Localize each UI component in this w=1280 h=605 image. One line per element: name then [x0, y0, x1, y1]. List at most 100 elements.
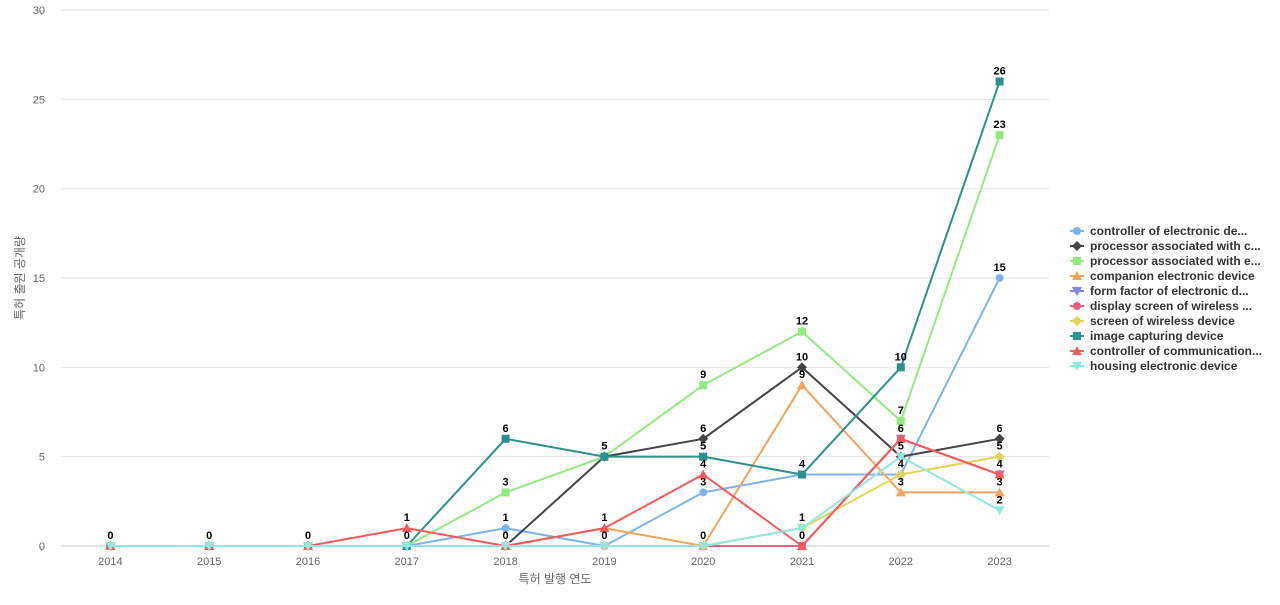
- y-tick-label: 30: [33, 5, 45, 17]
- legend-label: processor associated with e...: [1090, 254, 1261, 268]
- data-point: [995, 77, 1004, 86]
- data-point: [895, 433, 906, 443]
- y-tick-label: 5: [39, 452, 45, 464]
- series-group: [106, 131, 1004, 550]
- x-tick-label: 2014: [98, 556, 122, 568]
- data-label: 10: [796, 351, 808, 363]
- data-point: [896, 416, 905, 425]
- data-label: 0: [700, 530, 706, 542]
- data-point: [895, 469, 906, 480]
- x-axis-title: 특허 발행 연도: [519, 571, 592, 586]
- data-label: 0: [404, 530, 410, 542]
- data-point: [500, 542, 511, 551]
- x-tick-label: 2015: [197, 556, 221, 568]
- data-point: [204, 542, 215, 551]
- data-label: 10: [895, 351, 907, 363]
- legend-label: display screen of wireless ...: [1090, 299, 1252, 313]
- legend-item: companion electronic device: [1070, 269, 1255, 283]
- data-point: [501, 434, 510, 443]
- y-tick-label: 0: [39, 541, 45, 553]
- data-point: [401, 523, 412, 533]
- data-point: [303, 542, 313, 551]
- data-label: 4: [799, 459, 806, 471]
- y-tick-label: 15: [33, 273, 45, 285]
- data-point: [797, 524, 807, 534]
- data-point: [1073, 257, 1081, 265]
- legend-item: housing electronic device: [1070, 359, 1238, 373]
- data-label: 0: [503, 530, 509, 542]
- data-point: [1072, 316, 1082, 326]
- data-point: [1072, 346, 1082, 355]
- legend-label: screen of wireless device: [1090, 314, 1235, 328]
- data-label: 3: [700, 476, 706, 488]
- legend-item: display screen of wireless ...: [1070, 299, 1252, 313]
- legend-label: housing electronic device: [1090, 359, 1238, 373]
- data-label: 0: [799, 530, 805, 542]
- data-label: 2: [997, 494, 1003, 506]
- grid-layer: [61, 9, 1049, 547]
- data-point: [699, 381, 708, 390]
- series-line: [109, 134, 1001, 547]
- data-label: 5: [898, 441, 904, 453]
- series-line: [109, 455, 1001, 547]
- data-point: [994, 451, 1005, 462]
- data-label: 15: [993, 262, 1005, 274]
- data-label: 7: [898, 405, 904, 417]
- data-label: 1: [799, 512, 805, 524]
- series-line: [109, 277, 1001, 547]
- y-tick-label: 10: [33, 362, 45, 374]
- data-label: 0: [107, 530, 113, 542]
- legend-label: controller of communication...: [1090, 344, 1262, 358]
- legend-item: form factor of electronic d...: [1070, 284, 1249, 298]
- x-tick-label: 2018: [493, 556, 517, 568]
- data-point: [600, 452, 609, 461]
- series-group: [105, 380, 1005, 550]
- legend-label: processor associated with c...: [1090, 239, 1261, 253]
- x-tick-label: 2023: [987, 556, 1011, 568]
- data-label: 5: [997, 441, 1003, 453]
- data-point: [1073, 227, 1081, 235]
- data-label: 5: [601, 441, 607, 453]
- data-label: 6: [503, 423, 509, 435]
- data-point: [599, 523, 610, 533]
- data-point: [599, 542, 610, 551]
- data-point: [501, 488, 510, 497]
- data-point: [1073, 332, 1081, 340]
- legend-item: image capturing device: [1070, 329, 1224, 343]
- data-point: [895, 487, 906, 497]
- data-point: [699, 488, 708, 497]
- data-label: 0: [305, 530, 311, 542]
- data-point: [1072, 271, 1082, 280]
- data-point: [797, 380, 807, 390]
- data-point: [896, 363, 905, 372]
- x-tick-label: 2021: [790, 556, 814, 568]
- y-axis-title: 특허 출원 공개량: [13, 236, 27, 320]
- data-point: [994, 433, 1005, 444]
- legend-item: processor associated with c...: [1070, 239, 1261, 253]
- data-point: [797, 362, 807, 373]
- y-tick-label: 20: [33, 184, 45, 196]
- data-label: 12: [796, 316, 808, 328]
- data-label: 6: [700, 423, 706, 435]
- series-line: [109, 384, 1001, 547]
- data-point: [501, 524, 510, 533]
- data-point: [698, 433, 709, 444]
- data-point: [995, 131, 1004, 140]
- data-point: [1072, 241, 1082, 251]
- x-tick-label: 2022: [889, 556, 913, 568]
- data-label: 9: [700, 369, 706, 381]
- data-point: [994, 469, 1005, 479]
- legend-item: controller of electronic de...: [1070, 224, 1247, 238]
- series-group: [106, 274, 1004, 550]
- legend-label: image capturing device: [1090, 329, 1224, 343]
- data-point: [1072, 362, 1082, 371]
- data-label: 3: [898, 476, 904, 488]
- x-tick-label: 2016: [296, 556, 320, 568]
- legend: controller of electronic de...processor …: [1070, 224, 1262, 373]
- data-label: 6: [997, 423, 1003, 435]
- data-label: 9: [799, 369, 805, 381]
- data-point: [798, 327, 806, 336]
- data-point: [698, 542, 709, 551]
